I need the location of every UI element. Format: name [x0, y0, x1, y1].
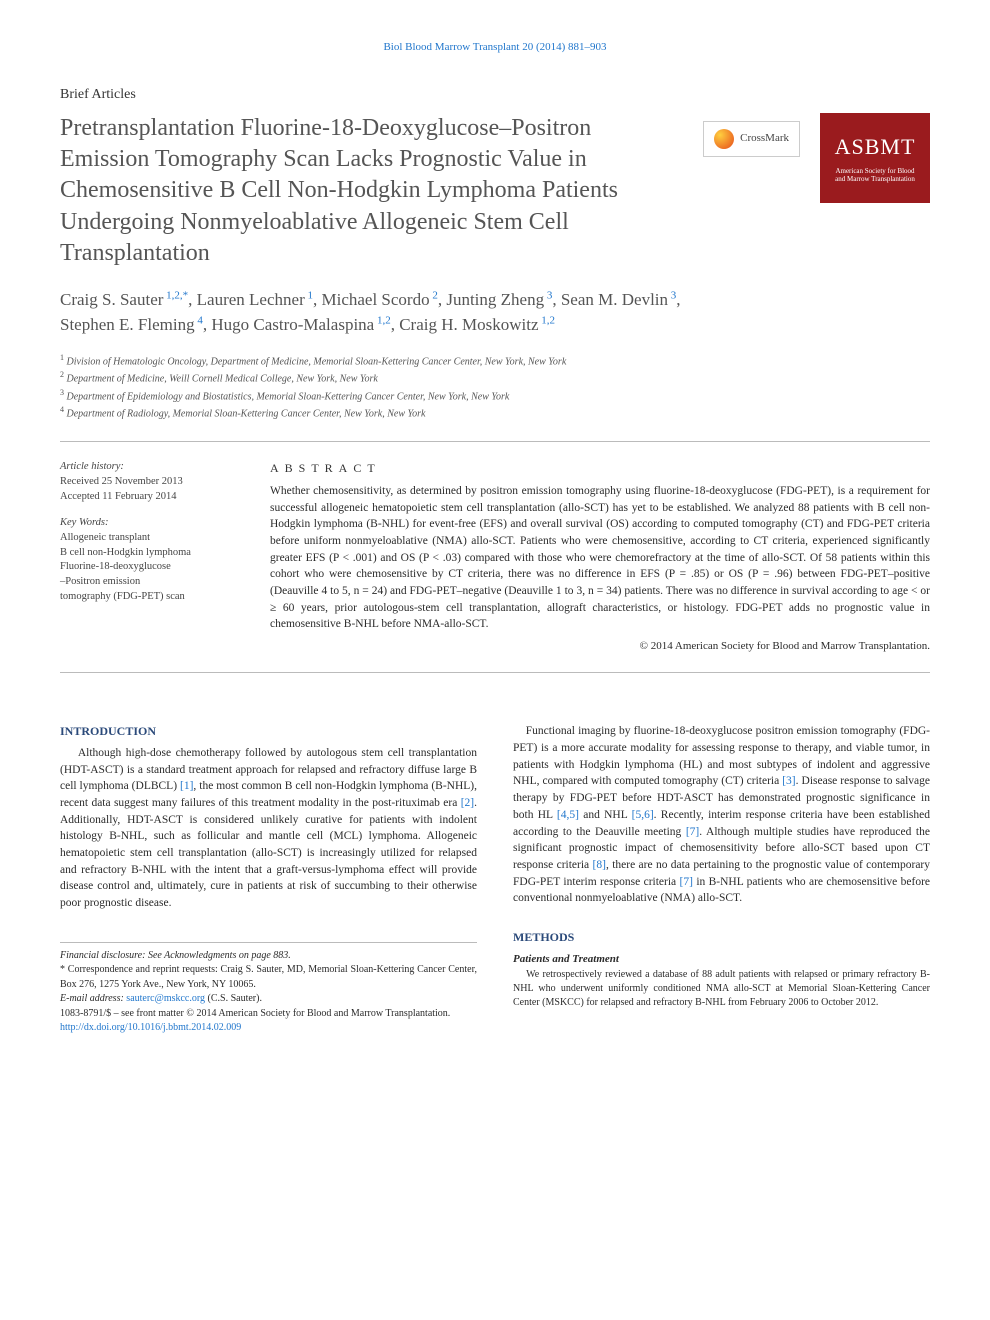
email-link[interactable]: sauterc@mskcc.org [126, 993, 205, 1004]
ref-link[interactable]: [1] [180, 780, 193, 792]
body-columns: INTRODUCTION Although high-dose chemothe… [60, 723, 930, 1035]
keywords-list: Allogeneic transplantB cell non-Hodgkin … [60, 532, 191, 602]
divider [60, 672, 930, 673]
financial-disclosure: Financial disclosure: See Acknowledgment… [60, 949, 477, 964]
title-row: Pretransplantation Fluorine-18-Deoxygluc… [60, 113, 930, 421]
keywords-label: Key Words: [60, 517, 109, 528]
ref-link[interactable]: [2] [461, 797, 474, 809]
asbm-logo: ASBMT American Society for Bloodand Marr… [820, 113, 930, 203]
history-received: Received 25 November 2013 [60, 476, 183, 487]
issn-line: 1083-8791/$ – see front matter © 2014 Am… [60, 1007, 477, 1022]
article-type: Brief Articles [60, 85, 930, 105]
meta-abstract-row: Article history: Received 25 November 20… [60, 460, 930, 654]
methods-body: We retrospectively reviewed a database o… [513, 968, 930, 1010]
ref-link[interactable]: [7] [686, 826, 699, 838]
history-label: Article history: [60, 461, 124, 472]
right-column: Functional imaging by fluorine-18-deoxyg… [513, 723, 930, 1035]
history-accepted: Accepted 11 February 2014 [60, 491, 177, 502]
ref-link[interactable]: [3] [782, 775, 795, 787]
ref-link[interactable]: [4,5] [557, 809, 579, 821]
intro-para-2: Functional imaging by fluorine-18-deoxyg… [513, 723, 930, 906]
doi-link[interactable]: http://dx.doi.org/10.1016/j.bbmt.2014.02… [60, 1021, 477, 1036]
crossmark-label: CrossMark [740, 131, 789, 146]
affiliations-list: 1 Division of Hematologic Oncology, Depa… [60, 352, 683, 421]
methods-heading: METHODS [513, 929, 930, 946]
asbm-acronym: ASBMT [835, 132, 916, 163]
abstract: ABSTRACT Whether chemosensitivity, as de… [270, 460, 930, 654]
crossmark-badge[interactable]: CrossMark [703, 121, 800, 157]
abstract-heading: ABSTRACT [270, 460, 930, 477]
asbm-subtitle: American Society for Bloodand Marrow Tra… [835, 167, 915, 184]
intro-para-1: Although high-dose chemotherapy followed… [60, 745, 477, 912]
ref-link[interactable]: [7] [680, 876, 693, 888]
article-meta: Article history: Received 25 November 20… [60, 460, 240, 654]
journal-header-link[interactable]: Biol Blood Marrow Transplant 20 (2014) 8… [60, 40, 930, 55]
footnotes: Financial disclosure: See Acknowledgment… [60, 942, 477, 1036]
article-title: Pretransplantation Fluorine-18-Deoxygluc… [60, 113, 683, 269]
abstract-body: Whether chemosensitivity, as determined … [270, 483, 930, 633]
crossmark-icon [714, 129, 734, 149]
left-column: INTRODUCTION Although high-dose chemothe… [60, 723, 477, 1035]
authors-list: Craig S. Sauter 1,2,*, Lauren Lechner 1,… [60, 287, 683, 338]
email-line: E-mail address: sauterc@mskcc.org (C.S. … [60, 992, 477, 1007]
divider [60, 441, 930, 442]
ref-link[interactable]: [8] [593, 859, 606, 871]
methods-subheading: Patients and Treatment [513, 952, 930, 968]
abstract-copyright: © 2014 American Society for Blood and Ma… [270, 639, 930, 654]
correspondence: * Correspondence and reprint requests: C… [60, 963, 477, 992]
ref-link[interactable]: [5,6] [632, 809, 654, 821]
intro-heading: INTRODUCTION [60, 723, 477, 740]
